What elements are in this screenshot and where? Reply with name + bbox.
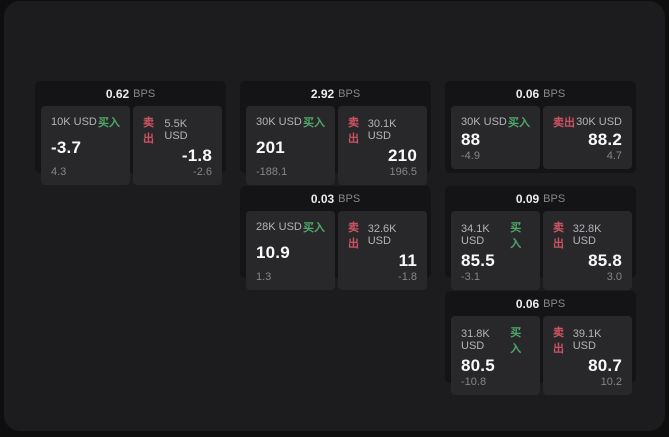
quote-body: 34.1K USD 买入 85.5 -3.1 卖出 32.8K USD 85.8…	[445, 211, 636, 294]
bps-unit-label: BPS	[338, 192, 361, 205]
bps-unit-label: BPS	[543, 297, 566, 310]
sell-delta: -2.6	[193, 166, 212, 178]
buy-side-label: 买入	[303, 117, 325, 129]
bps-value: 0.09	[515, 191, 540, 206]
sell-size: 5.5K USD	[164, 118, 188, 142]
buy-size: 30K USD	[461, 116, 507, 128]
bps-header: 2.92 BPS	[240, 81, 431, 106]
quote-body: 30K USD 买入 201 -188.1 卖出 30.1K USD 210 1…	[240, 106, 431, 189]
quote-body: 30K USD 买入 88 -4.9 卖出 30K USD 88.2 4.7	[445, 106, 636, 173]
bps-unit-label: BPS	[133, 87, 156, 100]
bps-header: 0.03 BPS	[240, 186, 431, 211]
buy-quote-tile[interactable]: 10K USD 买入 -3.7 4.3	[41, 106, 130, 185]
sell-delta: -1.8	[398, 271, 417, 283]
quote-card: 0.03 BPS 28K USD 买入 10.9 1.3 卖出 32.6K US…	[240, 186, 431, 290]
bps-value: 2.92	[310, 86, 335, 101]
quotes-grid: 0.62 BPS 10K USD 买入 -3.7 4.3 卖出 5.5K USD	[35, 81, 636, 395]
sell-price: -1.8	[181, 146, 212, 165]
sell-price: 11	[398, 251, 417, 270]
sell-price: 80.7	[588, 356, 622, 375]
quote-body: 10K USD 买入 -3.7 4.3 卖出 5.5K USD -1.8 -2.…	[35, 106, 226, 189]
bps-header: 0.06 BPS	[445, 81, 636, 106]
buy-quote-tile[interactable]: 31.8K USD 买入 80.5 -10.8	[451, 316, 540, 395]
sell-quote-tile[interactable]: 卖出 30.1K USD 210 196.5	[338, 106, 427, 185]
sell-side-label: 卖出	[553, 327, 564, 355]
bps-unit-label: BPS	[543, 87, 566, 100]
sell-size: 30.1K USD	[367, 118, 397, 142]
quote-card: 0.06 BPS 31.8K USD 买入 80.5 -10.8 卖出 39.1…	[445, 291, 636, 395]
buy-side-label: 买入	[510, 222, 522, 250]
sell-quote-tile[interactable]: 卖出 5.5K USD -1.8 -2.6	[133, 106, 222, 185]
buy-price: 80.5	[461, 356, 495, 375]
sell-side-label: 卖出	[553, 117, 575, 129]
bps-unit-label: BPS	[543, 192, 566, 205]
buy-size: 28K USD	[256, 221, 302, 233]
buy-delta: 4.3	[51, 166, 67, 178]
bps-value: 0.03	[310, 191, 335, 206]
sell-side-label: 卖出	[348, 117, 359, 145]
bps-header: 0.06 BPS	[445, 291, 636, 316]
quote-card: 0.06 BPS 30K USD 买入 88 -4.9 卖出 30K USD	[445, 81, 636, 173]
buy-quote-tile[interactable]: 34.1K USD 买入 85.5 -3.1	[451, 211, 540, 290]
sell-size: 32.8K USD	[572, 223, 602, 247]
sell-size: 30K USD	[576, 116, 622, 128]
buy-delta: -188.1	[256, 166, 288, 178]
bps-value: 0.06	[515, 296, 540, 311]
sell-price: 88.2	[588, 130, 622, 149]
bps-value: 0.62	[105, 86, 130, 101]
buy-quote-tile[interactable]: 28K USD 买入 10.9 1.3	[246, 211, 335, 290]
buy-delta: -10.8	[461, 376, 487, 388]
quote-body: 28K USD 买入 10.9 1.3 卖出 32.6K USD 11 -1.8	[240, 211, 431, 294]
quote-card: 2.92 BPS 30K USD 买入 201 -188.1 卖出 30.1K …	[240, 81, 431, 185]
sell-quote-tile[interactable]: 卖出 30K USD 88.2 4.7	[543, 106, 632, 169]
sell-side-label: 卖出	[348, 222, 359, 250]
buy-side-label: 买入	[510, 327, 522, 355]
quote-card: 0.09 BPS 34.1K USD 买入 85.5 -3.1 卖出 32.8K…	[445, 186, 636, 290]
buy-quote-tile[interactable]: 30K USD 买入 201 -188.1	[246, 106, 335, 185]
sell-quote-tile[interactable]: 卖出 32.6K USD 11 -1.8	[338, 211, 427, 290]
buy-price: 201	[256, 138, 285, 157]
buy-side-label: 买入	[303, 222, 325, 234]
buy-price: 88	[461, 130, 481, 149]
bps-value: 0.06	[515, 86, 540, 101]
sell-side-label: 卖出	[553, 222, 564, 250]
buy-delta: 1.3	[256, 271, 272, 283]
sell-side-label: 卖出	[143, 117, 154, 145]
sell-delta: 3.0	[606, 271, 622, 283]
buy-price: 85.5	[461, 251, 495, 270]
buy-quote-tile[interactable]: 30K USD 买入 88 -4.9	[451, 106, 540, 169]
buy-side-label: 买入	[98, 117, 120, 129]
buy-price: 10.9	[256, 243, 290, 262]
buy-size: 10K USD	[51, 116, 97, 128]
sell-size: 32.6K USD	[367, 223, 397, 247]
buy-size: 34.1K USD	[461, 223, 490, 247]
app-window: 0.62 BPS 10K USD 买入 -3.7 4.3 卖出 5.5K USD	[4, 1, 665, 431]
sell-quote-tile[interactable]: 卖出 39.1K USD 80.7 10.2	[543, 316, 632, 395]
buy-delta: -4.9	[461, 150, 480, 162]
sell-size: 39.1K USD	[572, 328, 602, 352]
sell-quote-tile[interactable]: 卖出 32.8K USD 85.8 3.0	[543, 211, 632, 290]
buy-delta: -3.1	[461, 271, 480, 283]
buy-price: -3.7	[51, 138, 82, 157]
bps-unit-label: BPS	[338, 87, 361, 100]
buy-size: 30K USD	[256, 116, 302, 128]
buy-side-label: 买入	[508, 117, 530, 129]
sell-delta: 4.7	[606, 150, 622, 162]
quote-card: 0.62 BPS 10K USD 买入 -3.7 4.3 卖出 5.5K USD	[35, 81, 226, 185]
quote-body: 31.8K USD 买入 80.5 -10.8 卖出 39.1K USD 80.…	[445, 316, 636, 399]
sell-price: 210	[388, 146, 417, 165]
bps-header: 0.62 BPS	[35, 81, 226, 106]
buy-size: 31.8K USD	[461, 328, 490, 352]
sell-price: 85.8	[588, 251, 622, 270]
bps-header: 0.09 BPS	[445, 186, 636, 211]
sell-delta: 10.2	[600, 376, 622, 388]
sell-delta: 196.5	[389, 166, 417, 178]
